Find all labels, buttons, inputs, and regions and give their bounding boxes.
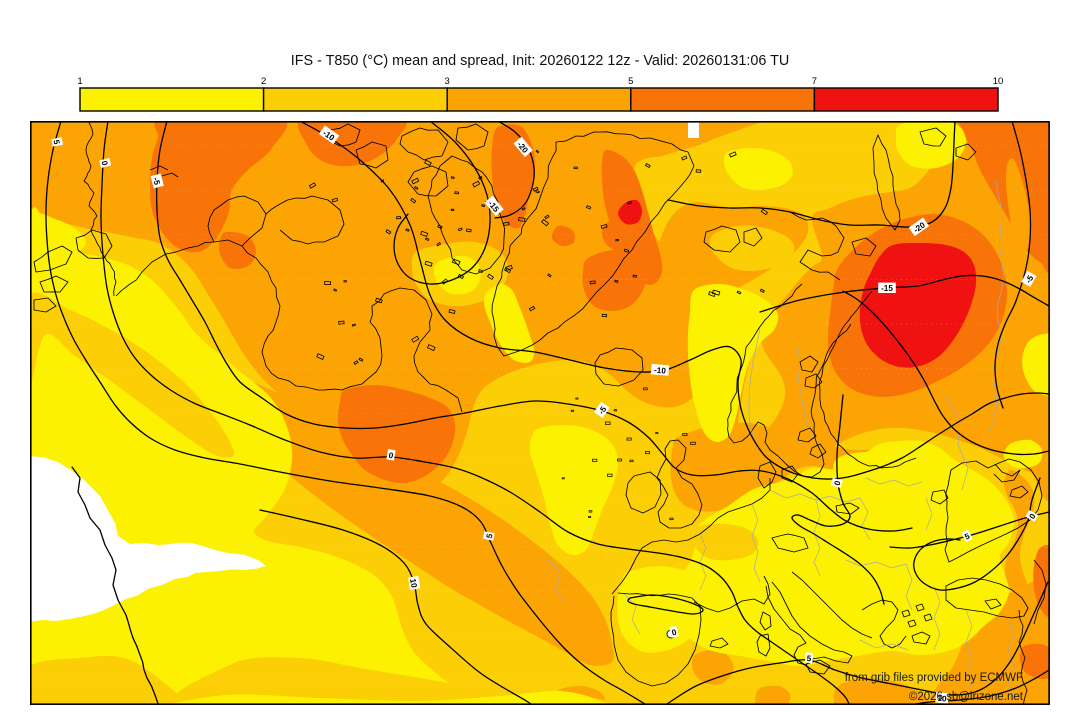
svg-text:5: 5: [806, 654, 812, 663]
svg-text:10: 10: [937, 694, 947, 704]
svg-text:5: 5: [51, 139, 61, 145]
svg-text:-15: -15: [881, 284, 893, 293]
svg-text:3: 3: [445, 76, 450, 87]
svg-text:5: 5: [485, 533, 495, 539]
svg-text:2: 2: [261, 76, 266, 87]
svg-text:-10: -10: [654, 366, 667, 376]
svg-text:10: 10: [408, 578, 419, 589]
svg-text:0: 0: [671, 628, 678, 638]
svg-text:5: 5: [963, 531, 971, 541]
svg-text:7: 7: [812, 76, 817, 87]
svg-text:-5: -5: [597, 404, 609, 415]
svg-text:0: 0: [1028, 512, 1038, 521]
svg-text:1: 1: [77, 76, 82, 87]
svg-text:from grib files provided by EC: from grib files provided by ECMWF: [845, 672, 1023, 684]
svg-text:-5: -5: [151, 176, 162, 186]
svg-text:0: 0: [388, 451, 394, 461]
svg-text:0: 0: [833, 479, 843, 486]
svg-text:10: 10: [993, 76, 1004, 87]
svg-text:©2026 sb@irizone.net: ©2026 sb@irizone.net: [909, 691, 1024, 703]
svg-text:0: 0: [99, 160, 109, 167]
svg-text:5: 5: [628, 76, 633, 87]
svg-text:-5: -5: [1024, 274, 1036, 285]
